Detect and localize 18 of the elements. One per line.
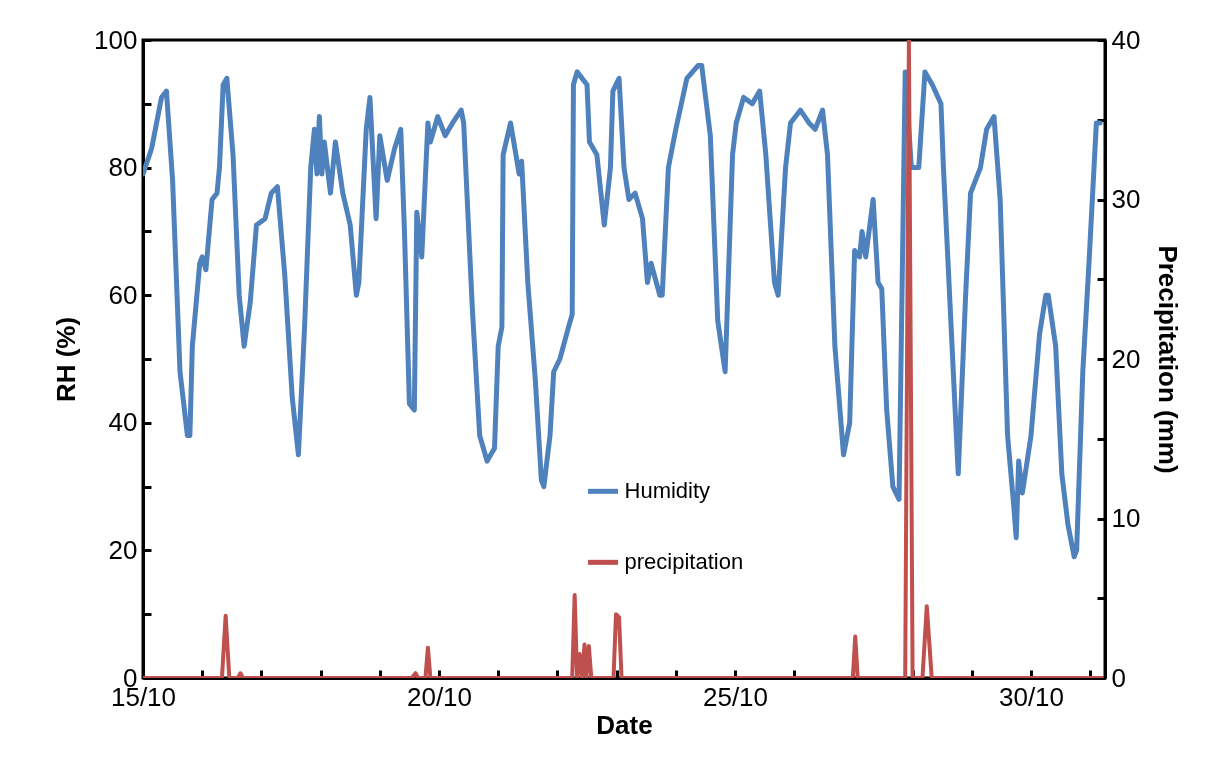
x-axis-title: Date [596, 709, 653, 740]
y2-tick-label: 0 [1111, 662, 1126, 693]
y-tick-label: 20 [108, 534, 138, 565]
y2-tick-label: 30 [1111, 184, 1141, 214]
y2-axis-title: Precipitation (mm) [1153, 245, 1184, 474]
legend-label: Humidity [624, 478, 711, 504]
legend-label: precipitation [624, 549, 744, 575]
y-tick-label: 40 [108, 407, 138, 438]
y2-tick-label: 40 [1111, 24, 1141, 55]
y-tick-label: 100 [94, 24, 138, 55]
y-tick-label: 60 [108, 279, 138, 310]
y-tick-label: 80 [108, 152, 138, 183]
x-tick-label: 30/10 [998, 681, 1065, 712]
x-tick-label: 25/10 [702, 681, 769, 712]
x-tick-label: 20/10 [406, 681, 473, 712]
y2-tick-label: 10 [1111, 503, 1141, 533]
y-axis-title: RH (%) [51, 316, 82, 403]
y2-tick-label: 20 [1111, 343, 1141, 374]
